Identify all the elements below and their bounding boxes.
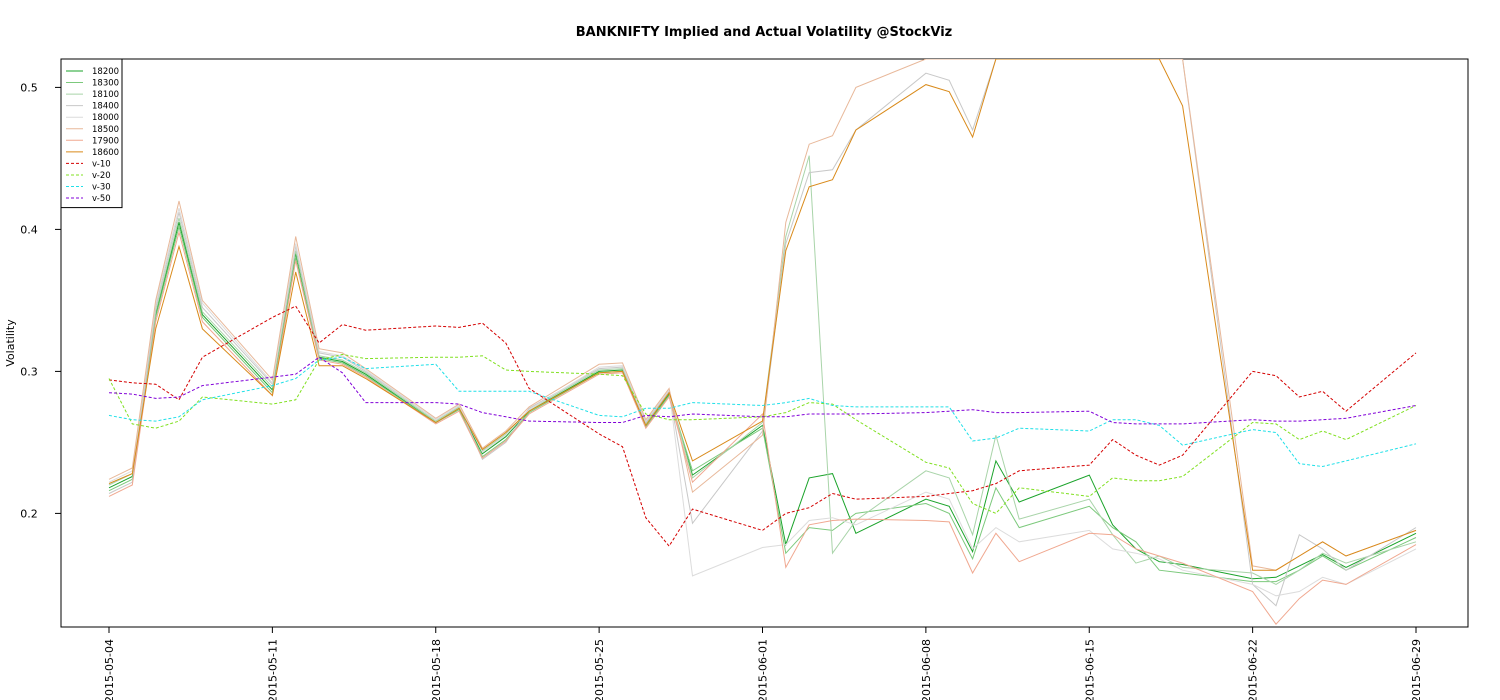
chart-title: BANKNIFTY Implied and Actual Volatility … (576, 25, 952, 40)
series-line-18200 (108, 222, 1417, 580)
x-tick-label: 2015-06-22 (1247, 639, 1260, 700)
x-tick-label: 2015-05-18 (430, 639, 443, 700)
series-line-18000 (108, 207, 1417, 597)
x-tick-label: 2015-05-04 (103, 639, 116, 700)
series-line-18600 (108, 59, 1417, 571)
legend-label: v-30 (92, 183, 111, 193)
legend-label: 18100 (92, 90, 119, 100)
legend-box (60, 58, 123, 209)
series-line-17900 (108, 230, 1417, 625)
legend-label: v-10 (92, 159, 111, 169)
x-tick-label: 2015-06-08 (920, 639, 933, 700)
legend-label: v-20 (92, 171, 111, 181)
series-line-18500 (108, 59, 1417, 571)
legend-label: 18600 (92, 148, 119, 158)
legend-label: 18000 (92, 113, 119, 123)
x-tick-label: 2015-05-25 (593, 639, 606, 700)
x-tick-label: 2015-06-01 (757, 639, 770, 700)
legend-label: 17900 (92, 136, 119, 146)
y-tick-label: 0.3 (20, 365, 38, 378)
series-line-18100 (108, 155, 1417, 585)
plot-frame (60, 58, 1469, 628)
series-line-v-20 (108, 353, 1417, 514)
x-tick-label: 2015-06-29 (1410, 639, 1423, 700)
y-axis-label: Volatility (4, 319, 17, 367)
axes: 0.2 0.3 0.4 0.5 2015-05-04 2015-05-11 2015-05-… (20, 81, 1423, 700)
x-tick-label: 2015-06-15 (1083, 639, 1096, 700)
legend-label: 18300 (92, 79, 119, 89)
x-tick-label: 2015-05-11 (266, 639, 279, 700)
series-line-v-30 (108, 356, 1417, 468)
legend-label: v-50 (92, 194, 111, 204)
y-tick-label: 0.5 (20, 81, 38, 94)
y-tick-label: 0.4 (20, 223, 38, 236)
legend-label: 18500 (92, 125, 119, 135)
y-tick-label: 0.2 (20, 507, 38, 520)
series-line-v-50 (108, 356, 1417, 425)
legend-label: 18400 (92, 102, 119, 112)
legend-label: 18200 (92, 67, 119, 77)
series-layer (108, 59, 1417, 625)
